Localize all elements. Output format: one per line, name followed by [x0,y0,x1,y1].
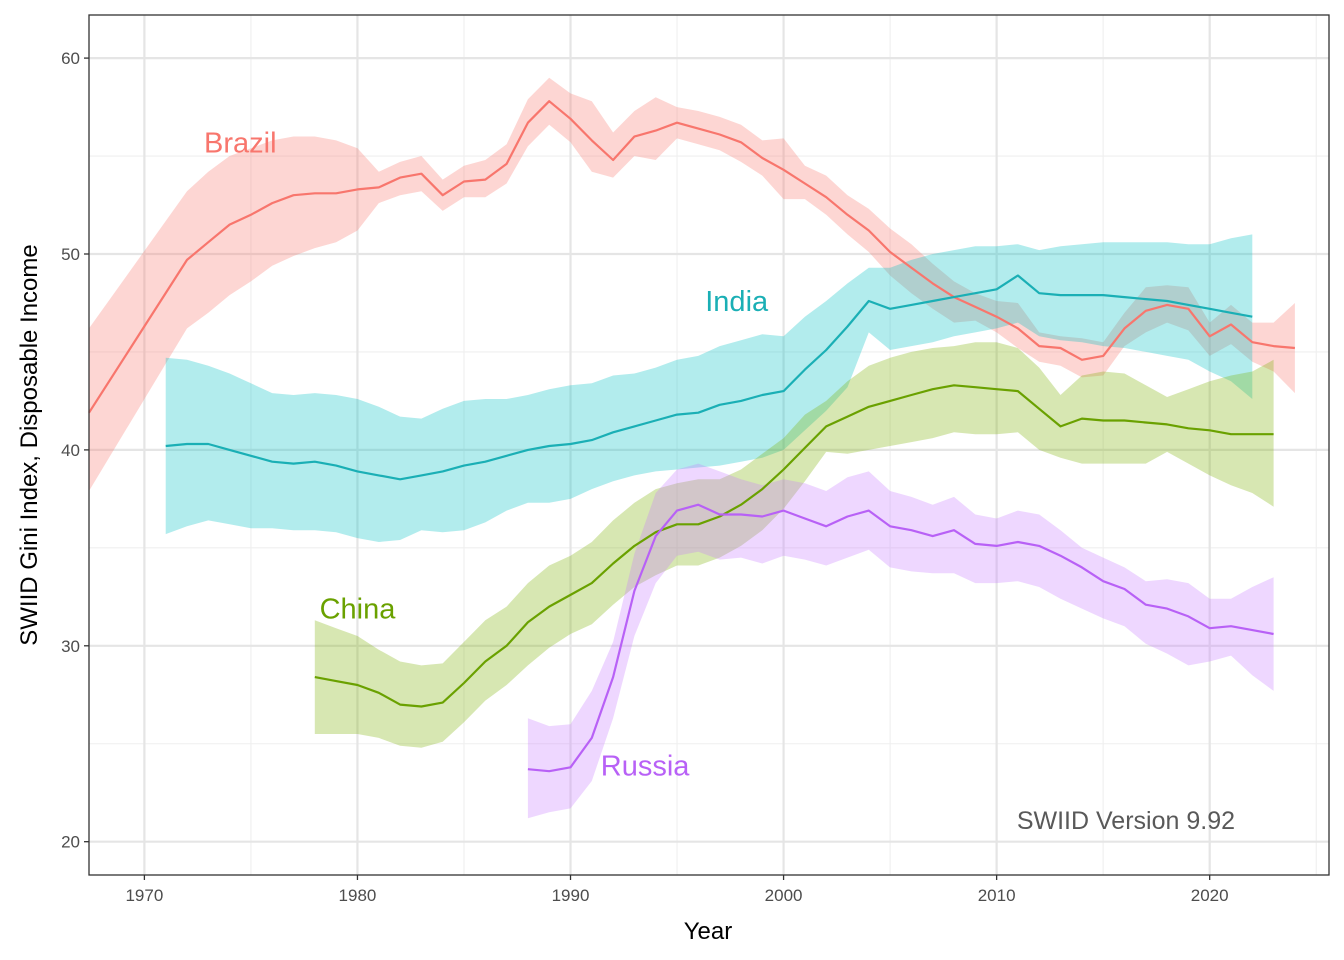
line-china [314,384,1274,708]
x-tick-label: 1990 [552,886,590,905]
x-tick-label: 2020 [1191,886,1229,905]
line-russia [527,503,1274,773]
y-tick-label: 20 [61,833,80,852]
ribbon-china [314,342,1274,748]
x-tick-label: 1980 [339,886,377,905]
series-label-russia: Russia [601,750,691,782]
y-tick-label: 40 [61,441,80,460]
line-brazil [88,100,1295,414]
y-tick-label: 60 [61,49,80,68]
version-caption: SWIID Version 9.92 [1017,807,1235,835]
ribbon-india [165,234,1253,542]
x-tick-label: 2000 [765,886,803,905]
y-axis: 20 30 40 50 60 [61,49,89,852]
x-axis-title: Year [684,918,733,945]
x-axis: 1970 1980 1990 2000 2010 2020 [125,875,1229,905]
x-tick-label: 1970 [125,886,163,905]
panel-border [88,14,1330,876]
series-label-india: India [705,286,769,318]
panel-background [89,15,1329,875]
x-tick-label: 2010 [978,886,1016,905]
series-lines [88,100,1295,773]
series-labels: Brazil India China Russia [204,127,769,782]
y-axis-title: SWIID Gini Index, Disposable Income [16,244,43,646]
minor-gridlines [89,15,1329,875]
y-tick-label: 30 [61,637,80,656]
series-label-brazil: Brazil [204,127,277,159]
y-tick-label: 50 [61,245,80,264]
series-label-china: China [320,594,397,626]
major-gridlines [89,15,1329,875]
line-india [165,274,1253,481]
plot-panel: Brazil India China Russia SWIID Version 9.9… [88,14,1330,876]
ribbon-russia [527,463,1274,819]
